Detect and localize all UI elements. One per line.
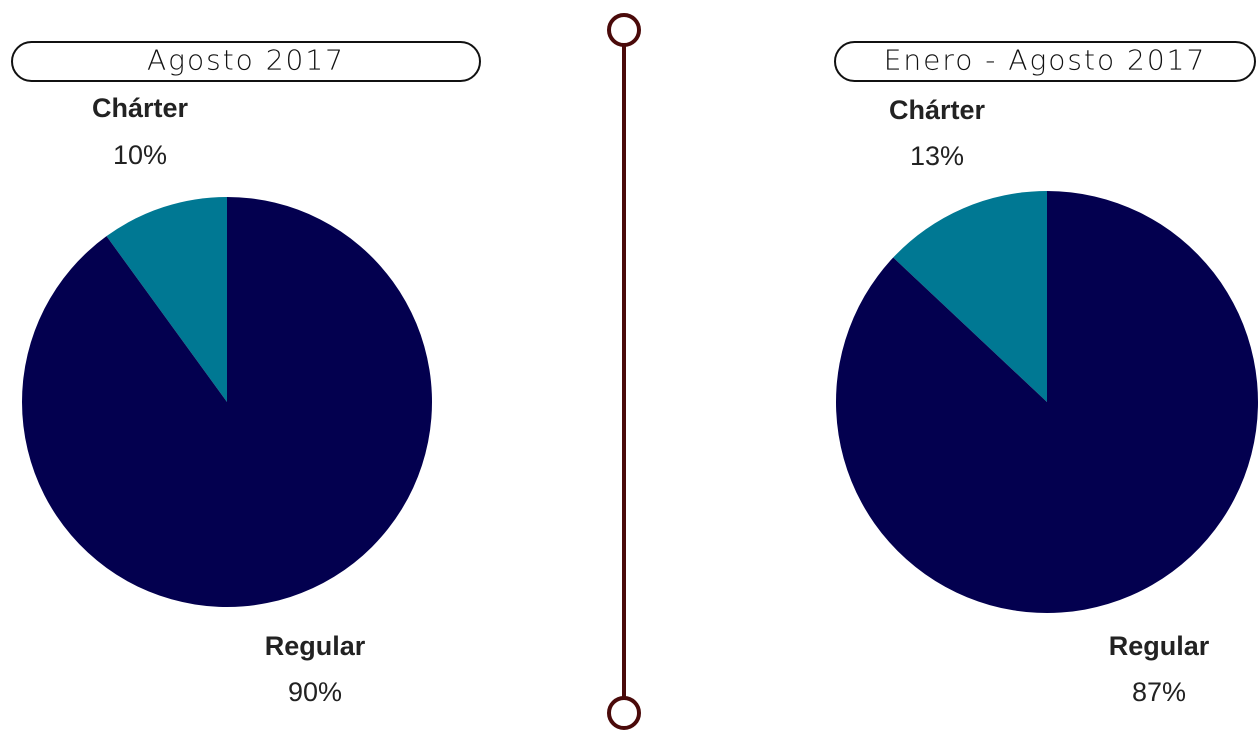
value-label: 90% xyxy=(288,677,342,707)
pie-slice xyxy=(893,190,1047,402)
value-label: 87% xyxy=(1132,677,1186,707)
category-label: Regular xyxy=(1109,631,1210,661)
timeline-node xyxy=(607,696,641,730)
pie-slice xyxy=(835,191,1258,613)
value-label: 13% xyxy=(910,141,964,171)
category-label: Regular xyxy=(265,631,366,661)
pie-slice xyxy=(22,197,433,607)
chart-title: Enero - Agosto 2017 xyxy=(884,44,1207,77)
chart-title: Agosto 2017 xyxy=(147,44,345,77)
value-label: 10% xyxy=(113,140,167,170)
category-label: Chárter xyxy=(889,95,986,125)
pie-slice xyxy=(106,197,227,402)
timeline-node xyxy=(607,13,641,47)
title-pill xyxy=(834,41,1256,82)
title-pill xyxy=(11,41,481,82)
category-label: Chárter xyxy=(92,93,189,123)
